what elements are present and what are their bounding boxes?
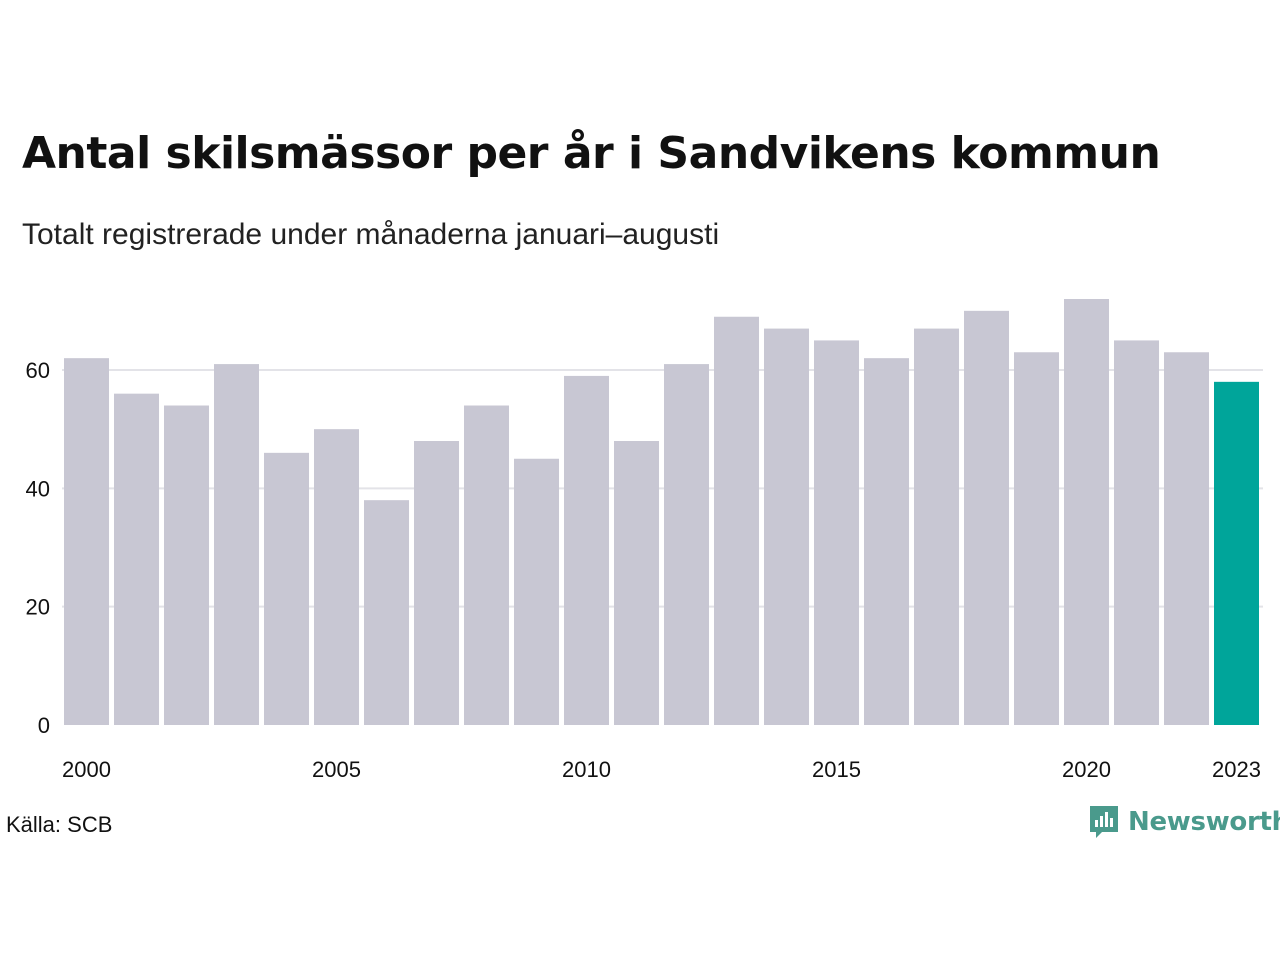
chart-subtitle: Totalt registrerade under månaderna janu… [22, 218, 720, 251]
bar-2018 [964, 310, 1009, 725]
bar-2003 [214, 364, 259, 725]
x-axis-ticks: 2000 2005 2010 2015 2020 2023 [62, 757, 1261, 782]
gridlines [62, 369, 1263, 608]
bar-2004 [264, 452, 309, 725]
bar-2023 [1214, 381, 1259, 725]
bar-2011 [614, 441, 659, 725]
x-tick-label: 2015 [812, 757, 861, 782]
bar-2005 [314, 429, 359, 725]
bar-2010 [564, 375, 609, 725]
x-tick-label: 2005 [312, 757, 361, 782]
bar-2001 [114, 393, 159, 725]
newsworthy-logo: Newsworthy [1088, 804, 1280, 840]
bar-2006 [364, 500, 409, 725]
y-tick-label: 60 [26, 358, 50, 383]
bar-2008 [464, 405, 509, 725]
bar-2015 [814, 340, 859, 725]
bar-2002 [164, 405, 209, 725]
newsworthy-logo-icon [1090, 806, 1118, 838]
bar-2013 [714, 316, 759, 725]
x-tick-label: 2010 [562, 757, 611, 782]
x-tick-label: 2023 [1212, 757, 1261, 782]
bar-2016 [864, 358, 909, 725]
bar-2017 [914, 328, 959, 725]
y-tick-label: 40 [26, 476, 50, 501]
chart-title: Antal skilsmässor per år i Sandvikens ko… [22, 128, 1161, 179]
bar-2012 [664, 364, 709, 725]
bar-2019 [1014, 352, 1059, 725]
source-note: Källa: SCB [6, 812, 113, 837]
bar-2022 [1164, 352, 1209, 725]
bar-2000 [64, 358, 109, 725]
bar-2021 [1114, 340, 1159, 725]
x-tick-label: 2020 [1062, 757, 1111, 782]
bar-2014 [764, 328, 809, 725]
bar-2020 [1064, 299, 1109, 725]
y-tick-label: 20 [26, 595, 50, 620]
y-tick-label: 0 [38, 713, 50, 738]
y-axis-ticks: 0 20 40 60 [26, 358, 50, 738]
x-tick-label: 2000 [62, 757, 111, 782]
brand-name: Newsworthy [1128, 807, 1280, 837]
bars [64, 299, 1259, 725]
bar-2007 [414, 441, 459, 725]
bar-2009 [514, 458, 559, 725]
